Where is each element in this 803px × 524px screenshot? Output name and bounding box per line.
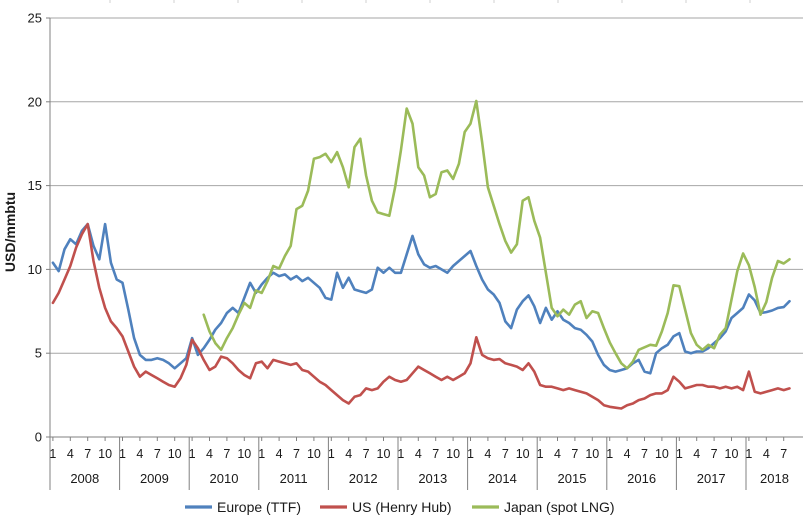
legend-label: US (Henry Hub) bbox=[352, 499, 452, 515]
month-tick-label: 7 bbox=[641, 447, 648, 461]
month-tick-label: 7 bbox=[223, 447, 230, 461]
month-tick-label: 4 bbox=[763, 447, 770, 461]
y-axis-tick-label: 0 bbox=[35, 430, 42, 445]
month-tick-label: 7 bbox=[432, 447, 439, 461]
y-axis-title: USD/mmbtu bbox=[2, 192, 18, 272]
month-tick-label: 1 bbox=[119, 447, 126, 461]
month-tick-label: 4 bbox=[624, 447, 631, 461]
month-tick-label: 4 bbox=[415, 447, 422, 461]
month-tick-label: 1 bbox=[189, 447, 196, 461]
month-tick-label: 10 bbox=[168, 447, 182, 461]
y-axis-tick-label: 20 bbox=[28, 94, 42, 109]
month-tick-label: 1 bbox=[606, 447, 613, 461]
month-tick-label: 4 bbox=[484, 447, 491, 461]
series-line-japan-spot-lng bbox=[202, 99, 791, 370]
month-tick-label: 10 bbox=[516, 447, 530, 461]
y-axis-tick-label: 25 bbox=[28, 11, 42, 26]
year-label: 2012 bbox=[349, 471, 378, 486]
y-axis-tick-label: 10 bbox=[28, 262, 42, 277]
month-tick-label: 7 bbox=[711, 447, 718, 461]
month-tick-label: 4 bbox=[206, 447, 213, 461]
month-tick-label: 1 bbox=[258, 447, 265, 461]
month-tick-label: 10 bbox=[98, 447, 112, 461]
month-tick-label: 7 bbox=[84, 447, 91, 461]
month-tick-label: 7 bbox=[154, 447, 161, 461]
month-tick-label: 7 bbox=[571, 447, 578, 461]
month-tick-label: 10 bbox=[446, 447, 460, 461]
series-line-us-henry-hub bbox=[51, 222, 791, 410]
series-line-europe-ttf bbox=[51, 222, 791, 375]
month-tick-label: 10 bbox=[307, 447, 321, 461]
year-label: 2010 bbox=[210, 471, 239, 486]
year-label: 2014 bbox=[488, 471, 517, 486]
y-axis-tick-label: 5 bbox=[35, 346, 42, 361]
y-axis-tick-label: 15 bbox=[28, 178, 42, 193]
month-tick-label: 1 bbox=[537, 447, 544, 461]
month-tick-label: 4 bbox=[276, 447, 283, 461]
legend-label: Europe (TTF) bbox=[217, 499, 301, 515]
month-tick-label: 1 bbox=[745, 447, 752, 461]
month-tick-label: 7 bbox=[502, 447, 509, 461]
month-tick-label: 10 bbox=[237, 447, 251, 461]
month-tick-label: 4 bbox=[693, 447, 700, 461]
year-label: 2013 bbox=[418, 471, 447, 486]
year-label: 2008 bbox=[70, 471, 99, 486]
year-label: 2018 bbox=[760, 471, 789, 486]
month-tick-label: 4 bbox=[554, 447, 561, 461]
year-label: 2016 bbox=[627, 471, 656, 486]
month-tick-label: 7 bbox=[363, 447, 370, 461]
month-tick-label: 1 bbox=[676, 447, 683, 461]
month-tick-label: 10 bbox=[585, 447, 599, 461]
month-tick-label: 1 bbox=[49, 447, 56, 461]
year-label: 2017 bbox=[697, 471, 726, 486]
month-tick-label: 4 bbox=[67, 447, 74, 461]
year-label: 2011 bbox=[280, 471, 308, 486]
month-tick-label: 10 bbox=[725, 447, 739, 461]
legend-label: Japan (spot LNG) bbox=[504, 499, 615, 515]
month-tick-label: 7 bbox=[293, 447, 300, 461]
month-tick-label: 4 bbox=[136, 447, 143, 461]
year-label: 2009 bbox=[140, 471, 169, 486]
month-tick-label: 10 bbox=[377, 447, 391, 461]
month-tick-label: 1 bbox=[397, 447, 404, 461]
month-tick-label: 10 bbox=[655, 447, 669, 461]
month-tick-label: 1 bbox=[467, 447, 474, 461]
year-label: 2015 bbox=[558, 471, 587, 486]
month-tick-label: 4 bbox=[345, 447, 352, 461]
month-tick-label: 7 bbox=[780, 447, 787, 461]
month-tick-label: 1 bbox=[328, 447, 335, 461]
